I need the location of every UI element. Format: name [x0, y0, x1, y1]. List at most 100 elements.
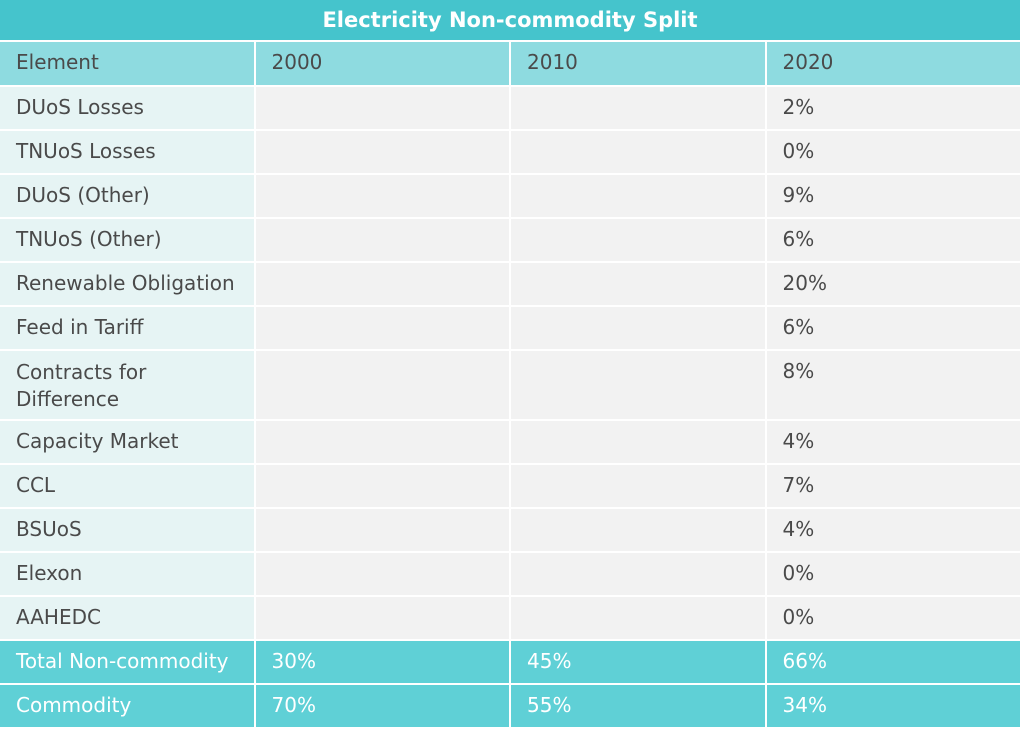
cell-text: DUoS (Other)	[16, 183, 150, 207]
table-cell: AAHEDC	[0, 597, 254, 639]
table-cell	[511, 263, 765, 305]
table-cell: 0%	[766, 553, 1020, 595]
title-text: Electricity Non-commodity Split	[322, 8, 698, 32]
table-cell	[511, 175, 765, 217]
cell-text: 6%	[782, 315, 815, 339]
cell-text: 6%	[782, 227, 815, 251]
table-cell	[511, 509, 765, 551]
table-cell: TNUoS Losses	[0, 131, 254, 173]
table-cell: Elexon	[0, 553, 254, 595]
cell-text: 2010	[527, 50, 578, 74]
table-cell: 2%	[766, 87, 1020, 129]
body-row: Elexon 0%	[0, 553, 1020, 595]
title-row: Electricity Non-commodity Split	[0, 0, 1020, 40]
header-row: Element 2000 2010 2020	[0, 42, 1020, 85]
total-row: Commodity 70% 55% 34%	[0, 685, 1020, 727]
table-cell: 6%	[766, 219, 1020, 261]
table-cell: 2000	[255, 42, 509, 85]
table-cell	[255, 509, 509, 551]
table-cell: DUoS (Other)	[0, 175, 254, 217]
body-row: Renewable Obligation 20%	[0, 263, 1020, 305]
table-cell: Element	[0, 42, 254, 85]
cell-text: 0%	[782, 139, 815, 163]
cell-text: 4%	[782, 517, 815, 541]
cell-text: 34%	[782, 693, 827, 717]
table-cell	[255, 263, 509, 305]
table-cell: 55%	[511, 685, 765, 727]
cell-text: AAHEDC	[16, 605, 101, 629]
table-cell	[511, 597, 765, 639]
table-cell: BSUoS	[0, 509, 254, 551]
table-cell	[511, 465, 765, 507]
table-cell: 6%	[766, 307, 1020, 349]
body-row: DUoS Losses 2%	[0, 87, 1020, 129]
body-row: BSUoS 4%	[0, 509, 1020, 551]
table-cell: 34%	[766, 685, 1020, 727]
cell-text: 45%	[527, 649, 572, 673]
cell-text: DUoS Losses	[16, 95, 144, 119]
table-cell: DUoS Losses	[0, 87, 254, 129]
cell-text: 4%	[782, 429, 815, 453]
table-cell: Renewable Obligation	[0, 263, 254, 305]
body-row: TNUoS Losses 0%	[0, 131, 1020, 173]
table-cell	[255, 421, 509, 463]
table-cell: 7%	[766, 465, 1020, 507]
table-cell	[511, 421, 765, 463]
total-row: Total Non-commodity 30% 45% 66%	[0, 641, 1020, 683]
cell-text: Elexon	[16, 561, 83, 585]
cell-text: BSUoS	[16, 517, 82, 541]
cell-text: 9%	[782, 183, 815, 207]
cell-text: Capacity Market	[16, 429, 179, 453]
cell-text: Element	[16, 50, 99, 74]
body-row: Contracts for Difference 8%	[0, 351, 1020, 419]
cell-text: Feed in Tariff	[16, 315, 144, 339]
table-cell: 8%	[766, 351, 1020, 419]
table-cell	[255, 219, 509, 261]
cell-text: 0%	[782, 605, 815, 629]
cell-text: TNUoS (Other)	[16, 227, 162, 251]
table-cell	[511, 553, 765, 595]
table-cell: 2010	[511, 42, 765, 85]
cell-text: 2000	[271, 50, 323, 74]
cell-text: 70%	[271, 693, 316, 717]
table-cell	[255, 553, 509, 595]
table-cell	[255, 307, 509, 349]
cell-text: Renewable Obligation	[16, 271, 235, 295]
table-cell: 20%	[766, 263, 1020, 305]
table-cell	[255, 351, 509, 419]
table-cell	[511, 87, 765, 129]
table-cell: Contracts for Difference	[0, 351, 254, 419]
table-cell	[511, 307, 765, 349]
table-cell: 0%	[766, 597, 1020, 639]
cell-text: CCL	[16, 473, 56, 497]
table-cell	[255, 465, 509, 507]
table-cell: 9%	[766, 175, 1020, 217]
table-cell: Commodity	[0, 685, 254, 727]
body-row: Capacity Market 4%	[0, 421, 1020, 463]
table-cell: Feed in Tariff	[0, 307, 254, 349]
cell-text: 8%	[782, 359, 815, 383]
cell-text: 30%	[271, 649, 316, 673]
table-cell: 4%	[766, 421, 1020, 463]
cell-text: Commodity	[16, 693, 132, 717]
body-row: AAHEDC 0%	[0, 597, 1020, 639]
cell-text: 0%	[782, 561, 815, 585]
table-cell: 0%	[766, 131, 1020, 173]
table-cell	[511, 219, 765, 261]
cell-text: Contracts for Difference	[16, 360, 147, 411]
cell-text: 7%	[782, 473, 815, 497]
table-cell: TNUoS (Other)	[0, 219, 254, 261]
cell-text: 2%	[782, 95, 815, 119]
body-row: CCL 7%	[0, 465, 1020, 507]
table-cell	[255, 87, 509, 129]
cell-text: 66%	[782, 649, 827, 673]
table-cell: Total Non-commodity	[0, 641, 254, 683]
table-cell: 70%	[255, 685, 509, 727]
body-row: TNUoS (Other) 6%	[0, 219, 1020, 261]
cell-text: 55%	[527, 693, 572, 717]
table-cell	[511, 131, 765, 173]
cell-text: Total Non-commodity	[16, 649, 229, 673]
table-cell	[255, 597, 509, 639]
